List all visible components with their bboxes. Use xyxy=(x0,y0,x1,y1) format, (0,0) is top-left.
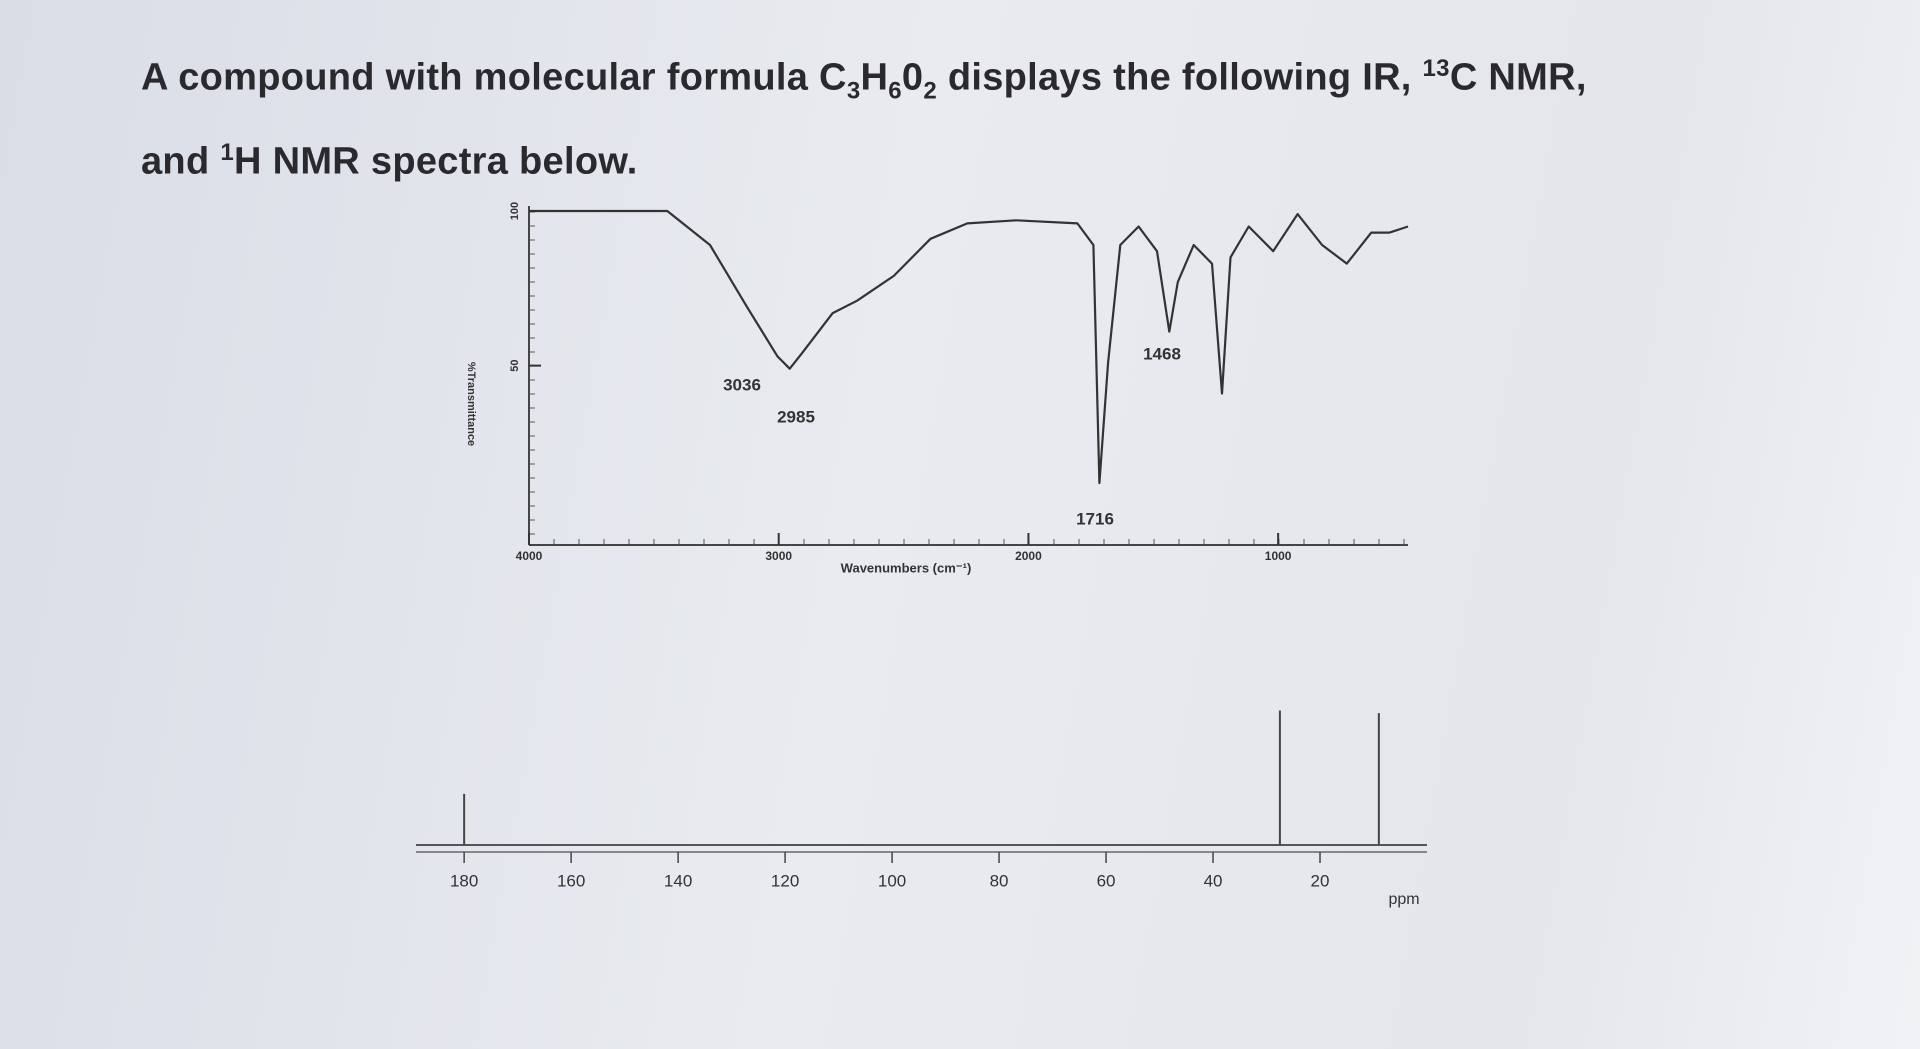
y-tick-label: 100 xyxy=(509,202,521,220)
x-tick-label: 40 xyxy=(1204,871,1223,890)
question-fragment: 2 xyxy=(923,77,937,105)
peak-annotation: 2985 xyxy=(777,407,815,426)
x-tick-label: 4000 xyxy=(516,549,543,563)
question-fragment: 1 xyxy=(220,139,234,167)
question-fragment: 0 xyxy=(901,56,924,99)
x-tick-label: 140 xyxy=(664,871,692,890)
y-axis-label: %Transmittance xyxy=(465,362,477,446)
y-tick-label: 50 xyxy=(509,360,521,372)
question-fragment: and xyxy=(141,140,221,183)
x-tick-label: 20 xyxy=(1311,871,1330,890)
question-fragment: A compound with molecular formula C xyxy=(141,56,847,99)
ir-trace xyxy=(529,209,1409,485)
x-tick-label: 3000 xyxy=(765,549,792,563)
question-fragment: C NMR, xyxy=(1449,56,1587,99)
x-tick-label: 80 xyxy=(990,871,1009,890)
question-fragment: 6 xyxy=(888,77,902,105)
x-axis-label: ppm xyxy=(1388,891,1419,908)
x-tick-label: 2000 xyxy=(1015,549,1042,563)
x-axis-label: Wavenumbers (cm⁻¹) xyxy=(841,560,972,575)
peak-annotation: 1716 xyxy=(1076,509,1114,528)
x-tick-label: 180 xyxy=(450,871,478,890)
x-tick-label: 60 xyxy=(1097,871,1116,890)
question-fragment: displays the following IR, xyxy=(936,56,1423,99)
peak-annotation: 3036 xyxy=(723,375,761,394)
peak-annotation: 1468 xyxy=(1143,344,1181,363)
x-tick-label: 160 xyxy=(557,871,585,890)
x-tick-label: 120 xyxy=(771,871,799,890)
question-fragment: H xyxy=(860,56,889,99)
question-fragment: 13 xyxy=(1422,55,1450,82)
x-tick-label: 1000 xyxy=(1265,549,1292,563)
question-text: A compound with molecular formula C3H602… xyxy=(141,38,1741,193)
x-tick-label: 100 xyxy=(878,871,906,890)
question-fragment: 3 xyxy=(846,77,861,105)
question-fragment: H NMR spectra below. xyxy=(233,140,638,183)
